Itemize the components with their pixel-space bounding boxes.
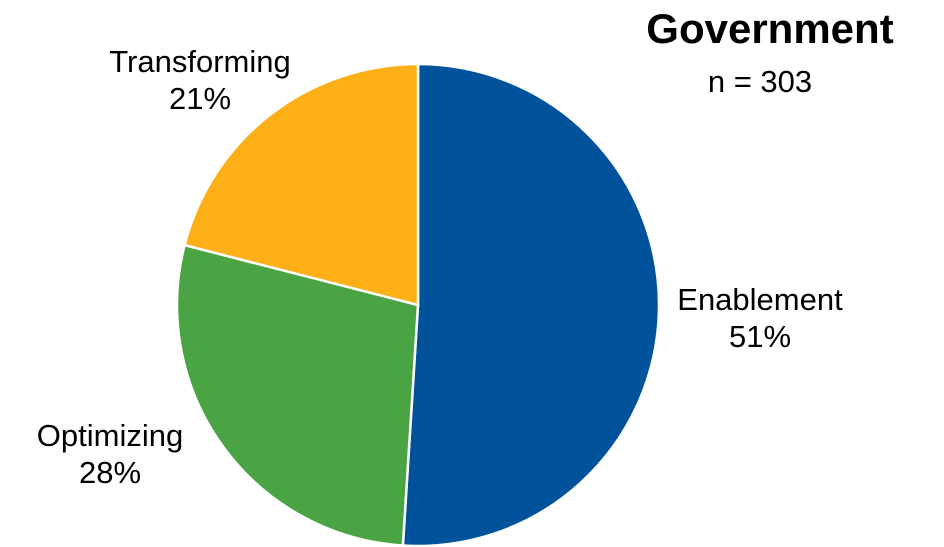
- chart-title: Government: [646, 5, 894, 52]
- slice-percent-enablement: 51%: [728, 318, 792, 354]
- slice-label-transforming: Transforming 21%: [80, 44, 320, 117]
- pie-slice-optimizing: [175, 243, 420, 547]
- slice-name-transforming: Transforming: [109, 44, 291, 79]
- pie-slice-enablement: [401, 62, 661, 547]
- slice-percent-optimizing: 28%: [78, 454, 142, 490]
- pie-slice-transforming: [183, 62, 420, 307]
- slice-label-enablement: Enablement 51%: [650, 282, 870, 355]
- slice-label-optimizing: Optimizing 28%: [10, 418, 210, 491]
- slice-name-enablement: Enablement: [677, 282, 843, 317]
- slice-percent-transforming: 21%: [168, 80, 232, 116]
- slice-name-optimizing: Optimizing: [36, 418, 184, 453]
- chart-subtitle: n = 303: [707, 64, 813, 99]
